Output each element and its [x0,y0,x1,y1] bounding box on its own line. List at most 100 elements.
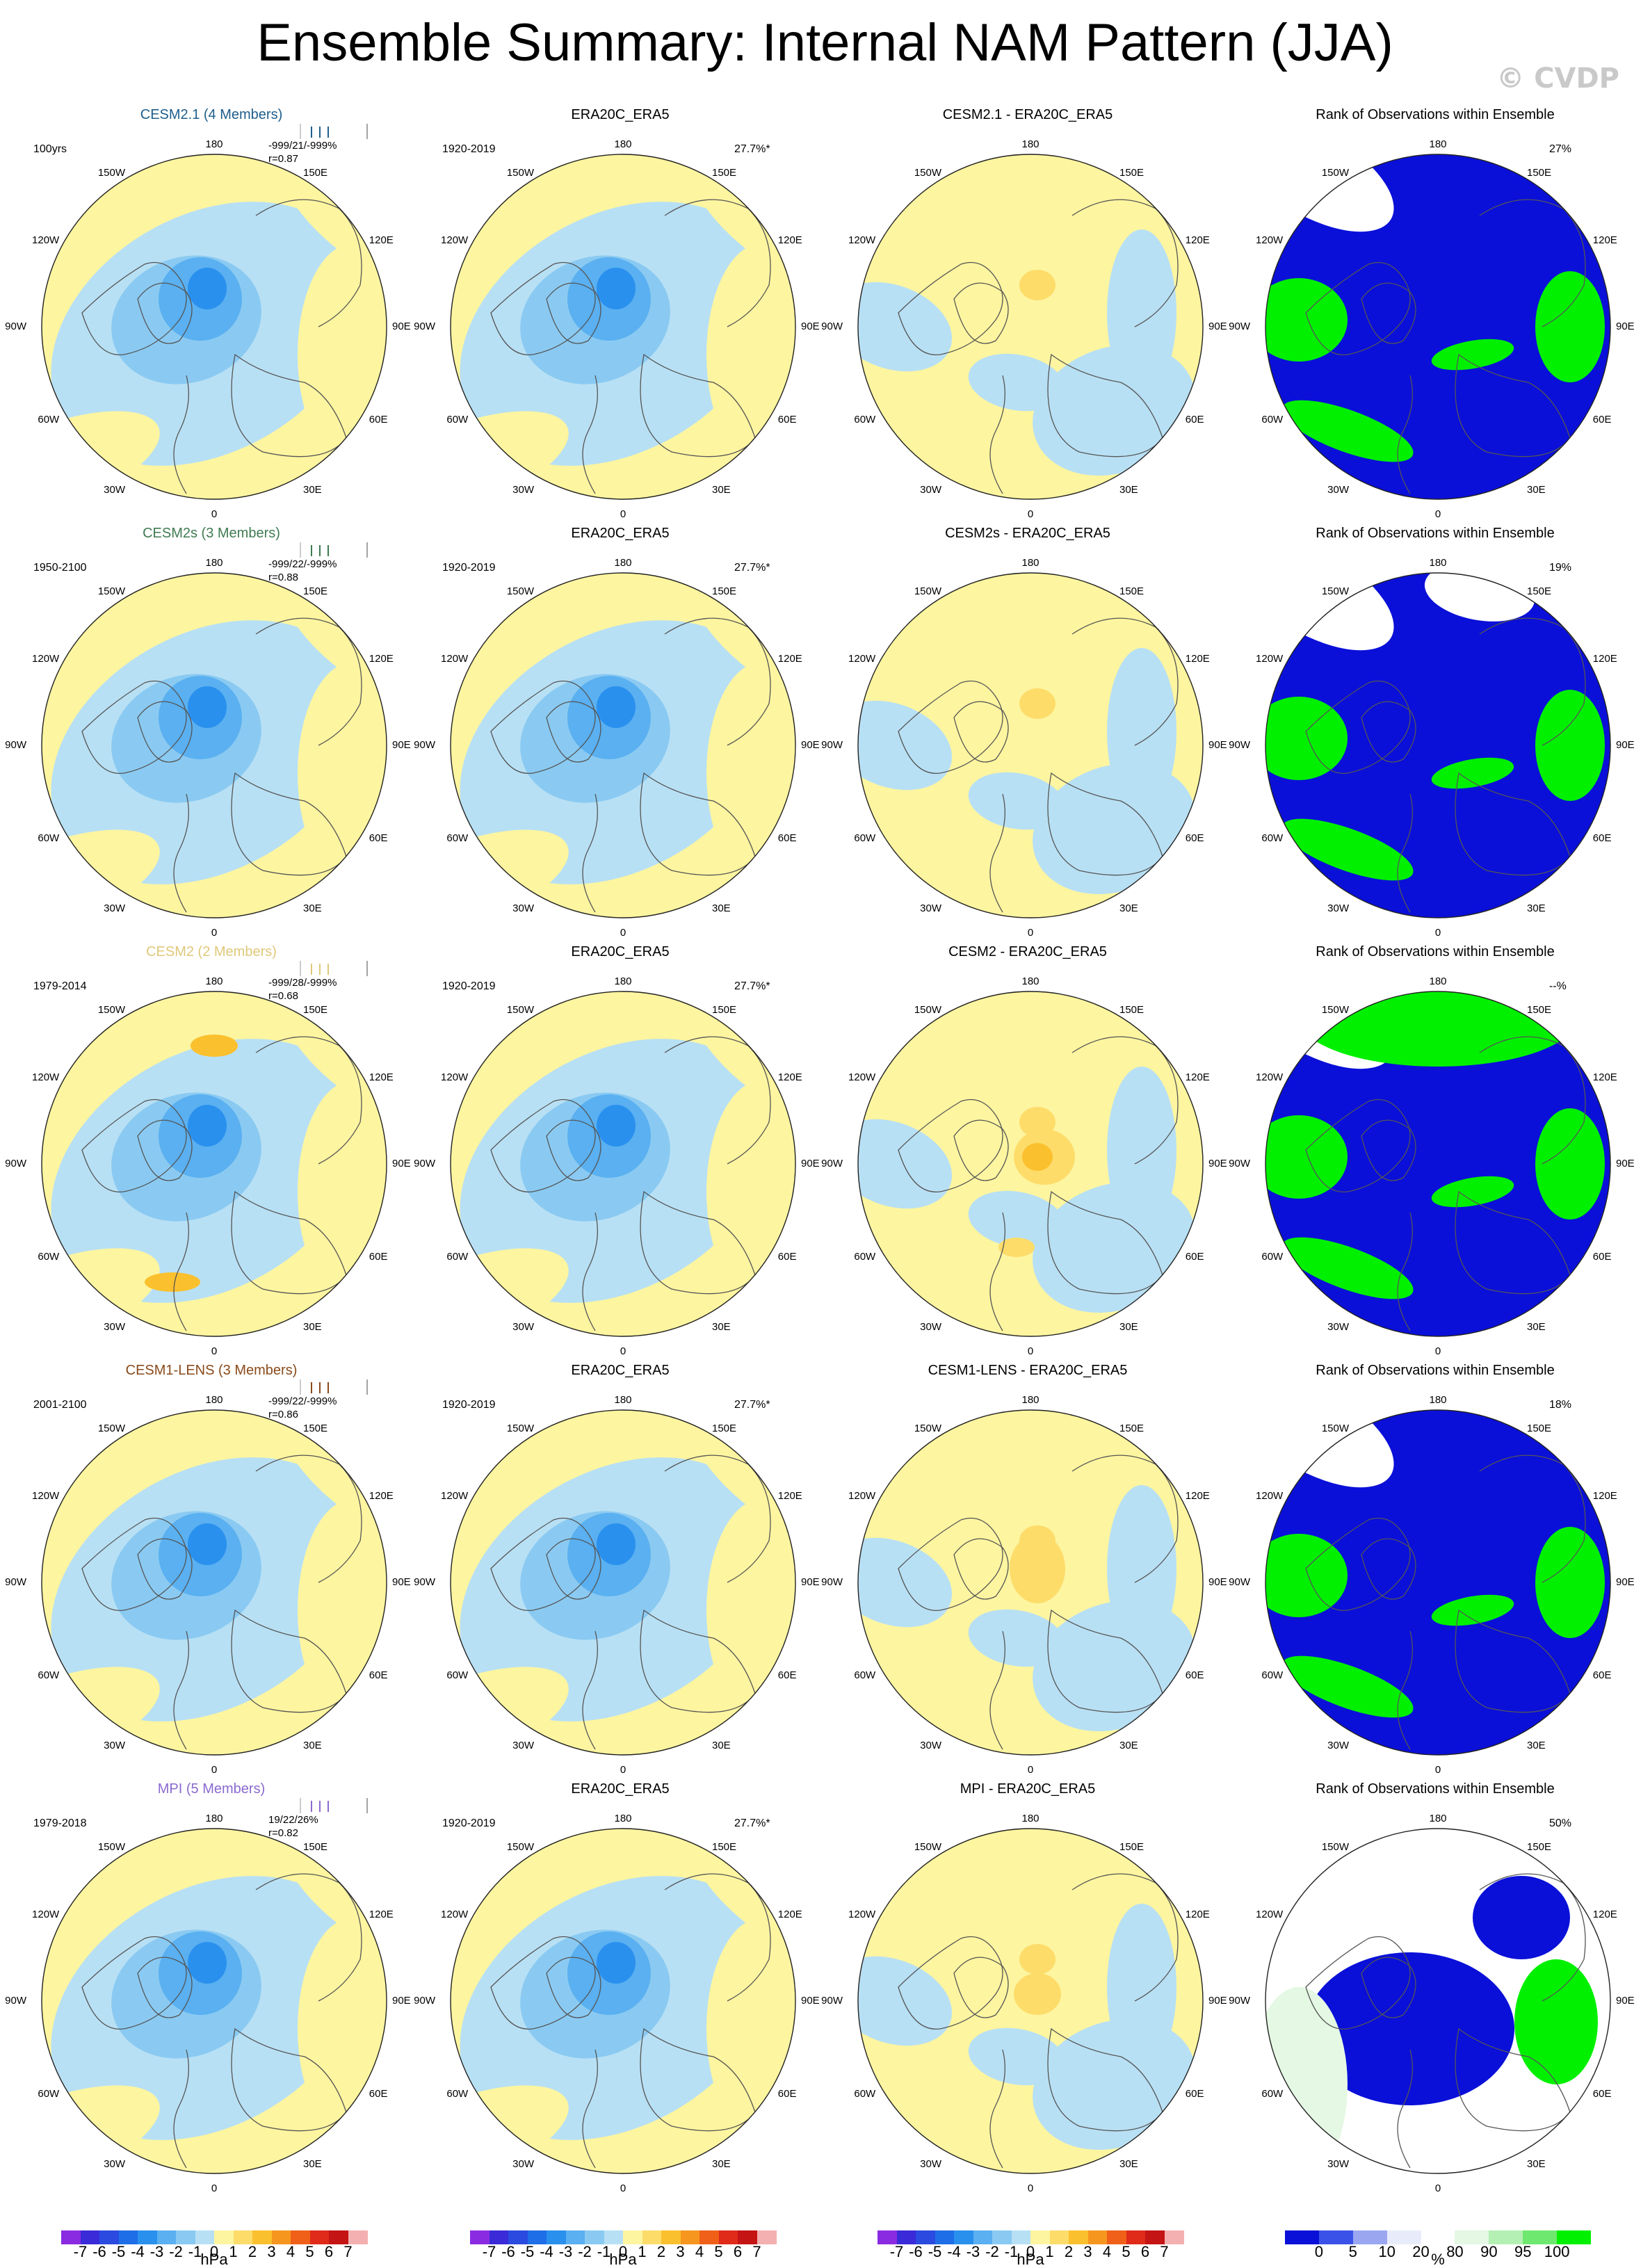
longitude-label: 60E [369,414,388,426]
longitude-label: 60W [38,1251,60,1263]
longitude-label: 150E [303,1841,328,1854]
longitude-label: 30E [712,483,731,496]
polar-map [41,572,387,918]
stats-line-2: r=0.68 [268,990,298,1002]
longitude-label: 90E [1616,739,1635,751]
longitude-label: 30W [512,902,534,914]
colorbar-tick-label: -3 [558,2243,573,2260]
longitude-label: 60E [777,1669,797,1681]
colorbar-tick-label: -4 [131,2243,145,2260]
longitude-label: 30W [920,1739,941,1751]
longitude-label: 180 [1429,1813,1447,1824]
longitude-label: 0 [1434,1764,1441,1776]
model-period: 1950-2100 [33,562,87,574]
obs-period: 1920-2019 [442,1399,496,1411]
longitude-label: 60W [854,414,876,426]
field-region [1010,1534,1065,1603]
longitude-label: 60E [1592,1669,1612,1681]
colorbar-swatch [699,2230,719,2244]
colorbar-swatch [992,2230,1012,2244]
colorbar-swatch [99,2230,119,2244]
colorbar-tick-label: 0 [1026,2243,1035,2260]
rank-bars [300,542,368,558]
panel-rank-1: Rank of Observations within Ensemble 19% 1… [1229,523,1641,943]
longitude-label: 60W [38,414,60,426]
field-region [1265,1534,1348,1617]
longitude-label: 120E [1592,234,1617,246]
longitude-label: 120W [848,653,876,665]
field-region [858,1119,953,1209]
obs-period: 1920-2019 [442,143,496,155]
longitude-label: 60W [446,832,469,844]
map-boundary [857,991,1204,1337]
colorbar-swatch [1523,2230,1558,2244]
longitude-label: 150E [1119,1004,1145,1016]
longitude-label: 120E [1592,1909,1617,1920]
field-region [1014,1973,1061,2015]
field-region [706,1499,795,1722]
longitude-label: 180 [205,1394,223,1406]
colorbar-tick-label: 1 [229,2243,238,2260]
colorbar-tick-label: -3 [966,2243,980,2260]
coastline [989,2049,1005,2169]
colorbar-tick-label: -6 [92,2243,106,2260]
longitude-label: 120E [1592,1071,1617,1083]
colorbar-swatch [954,2230,973,2244]
longitude-label: 90W [5,1158,26,1169]
colorbar-swatch [156,2230,177,2244]
coastline [898,680,1003,774]
longitude-label: 120E [777,234,802,246]
colorbar-swatch [1352,2230,1388,2244]
model-title: CESM1-LENS (3 Members) [125,1363,298,1378]
longitude-label: 150E [1527,1841,1552,1854]
colorbar-tick-label: 0 [618,2243,628,2260]
rank-pct: --% [1549,980,1567,992]
colorbar-tick-label: 7 [1160,2243,1169,2260]
longitude-label: 90W [1229,1995,1250,2007]
panel-diff-2: CESM2 - ERA20C_ERA5 180 0 90W 90E 150W 150E 120… [821,941,1234,1361]
field-region [1306,1952,1514,2105]
colorbar-tick-label: -1 [188,2243,202,2260]
colorbar-tick-label: 3 [676,2243,685,2260]
polar-map [41,1409,387,1756]
longitude-label: 60W [38,2088,60,2100]
panel-model-3: CESM1-LENS (3 Members) 2001-2100 -999/22/-… [5,1360,417,1780]
longitude-label: 0 [1434,2182,1441,2194]
coastline [1397,2049,1413,2169]
map-boundary [450,572,796,918]
colorbar-swatch [565,2230,585,2244]
field-region [1107,1904,1176,2071]
coastline [137,1538,193,1600]
field-region [998,1238,1035,1257]
longitude-label: 90W [1229,1576,1250,1588]
longitude-label: 90E [801,1995,820,2007]
panel-model-0: CESM2.1 (4 Members) 100yrs -999/21/-999% r=… [5,104,417,524]
colorbar-swatch [1489,2230,1523,2244]
polar-map [857,154,1204,500]
longitude-label: 150E [1119,167,1145,179]
field-region [1161,991,1203,1026]
longitude-label: 30E [303,1320,322,1333]
field-region [1265,697,1348,780]
colorbar-swatch [1557,2230,1592,2244]
longitude-label: 90E [392,1576,411,1588]
longitude-label: 30E [303,483,322,496]
colorbar-swatch [348,2230,368,2244]
polar-map [857,991,1204,1337]
longitude-label: 150E [1527,1423,1552,1435]
colorbar-swatch [470,2230,490,2244]
longitude-label: 30W [512,2157,534,2170]
longitude-label: 0 [620,1764,626,1776]
longitude-label: 150W [914,167,941,179]
polar-map [857,572,1204,918]
coastline [1397,1212,1413,1331]
longitude-label: 30W [920,902,941,914]
coastline [989,1630,1005,1750]
map-boundary [857,572,1204,918]
colorbar-swatch [291,2230,310,2244]
longitude-label: 30E [1119,2157,1138,2170]
longitude-label: 30W [104,1320,125,1333]
longitude-label: 90E [1616,1995,1635,2007]
coastline [81,1517,187,1611]
field-region [1107,229,1176,396]
